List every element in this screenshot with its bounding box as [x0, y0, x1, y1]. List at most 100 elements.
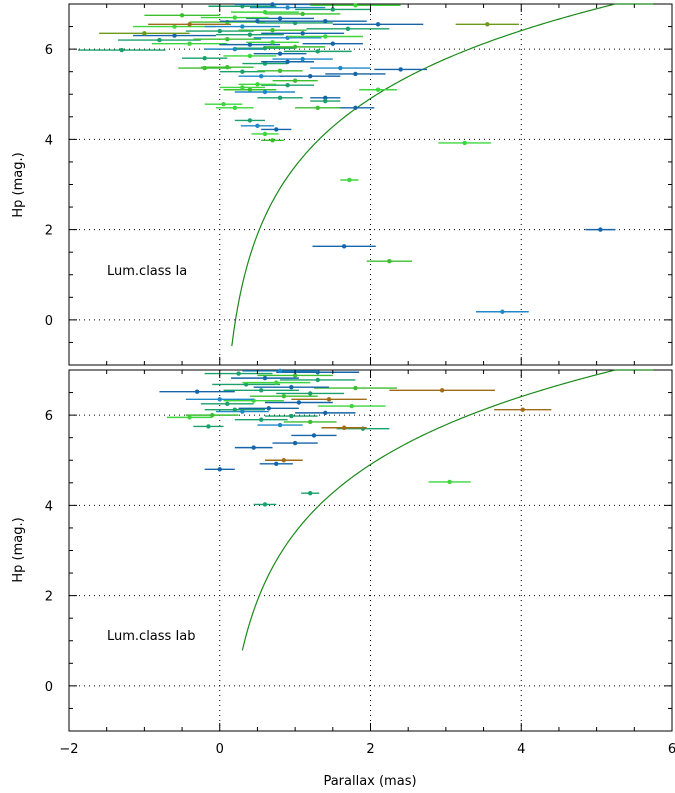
point-marker: [240, 69, 245, 74]
data-point: [219, 69, 265, 74]
panel-upper: Lum.class Ia Hp (mag.) 0 2 4 6: [11, 2, 673, 366]
point-marker: [274, 127, 279, 132]
data-point: [312, 244, 376, 249]
data-point: [185, 28, 254, 34]
point-marker: [259, 388, 264, 393]
grid-lines: [69, 370, 672, 731]
data-point: [438, 140, 492, 146]
data-point: [200, 15, 269, 20]
data-point: [166, 415, 213, 420]
point-marker: [353, 3, 358, 8]
point-marker: [221, 101, 226, 107]
point-marker: [462, 140, 467, 146]
data-point: [234, 417, 288, 422]
point-marker: [341, 425, 347, 430]
point-marker: [439, 388, 445, 393]
point-marker: [308, 74, 313, 79]
point-marker: [243, 382, 249, 387]
point-marker: [296, 400, 302, 405]
data-point: [215, 105, 254, 110]
data-point: [310, 98, 341, 104]
point-marker: [259, 74, 264, 79]
point-marker: [308, 391, 313, 396]
data-point: [238, 406, 299, 411]
data-point: [234, 89, 296, 95]
y-tick-label: 2: [45, 590, 53, 605]
y-tick-label: 6: [45, 43, 53, 58]
data-point: [366, 259, 412, 264]
point-marker: [240, 409, 245, 414]
data-point: [133, 33, 216, 38]
point-marker: [277, 51, 283, 56]
data-point: [291, 397, 367, 402]
data-point: [238, 82, 277, 87]
data-point: [306, 26, 390, 32]
data-point: [283, 419, 337, 425]
point-marker: [398, 67, 403, 72]
data-point: [264, 458, 303, 463]
point-marker: [179, 13, 185, 18]
x-tick-label: 4: [517, 742, 525, 757]
y-tick-label: 2: [45, 224, 53, 239]
data-point: [223, 53, 277, 59]
point-marker: [277, 368, 283, 374]
data-point: [428, 479, 471, 485]
point-marker: [277, 95, 283, 101]
point-marker: [326, 397, 332, 402]
point-marker: [338, 65, 343, 71]
data-point: [257, 422, 303, 428]
data-point: [253, 51, 307, 56]
point-marker: [240, 24, 245, 29]
point-marker: [187, 22, 192, 27]
data-point: [261, 31, 345, 36]
point-marker: [323, 410, 328, 416]
data-point: [261, 83, 314, 88]
point-marker: [262, 131, 268, 137]
point-marker: [262, 61, 268, 66]
data-point: [238, 74, 284, 79]
panel-label: Lum.class Iab: [107, 629, 196, 644]
data-point: [494, 407, 552, 412]
point-marker: [217, 467, 222, 472]
point-marker: [300, 31, 305, 36]
point-marker: [262, 9, 268, 15]
data-point: [272, 56, 333, 62]
data-point: [340, 177, 359, 183]
point-marker: [247, 87, 253, 92]
point-marker: [387, 259, 392, 264]
data-point: [133, 24, 216, 29]
data-point: [332, 22, 424, 27]
data-point: [182, 55, 228, 61]
point-marker: [232, 105, 238, 110]
point-marker: [308, 419, 313, 425]
x-tick-label: 6: [668, 742, 675, 757]
point-marker: [598, 227, 603, 232]
data-point: [313, 385, 397, 391]
point-marker: [247, 53, 253, 59]
data-point: [389, 388, 495, 393]
data-point: [242, 368, 318, 374]
data-point: [261, 127, 292, 132]
curve-layer: [231, 3, 654, 347]
data-point: [261, 59, 314, 64]
data-point: [148, 22, 232, 27]
data-point: [204, 24, 281, 29]
point-marker: [292, 44, 298, 50]
data-point: [246, 16, 314, 21]
data-point: [317, 403, 386, 409]
data-point: [185, 412, 239, 418]
point-marker: [308, 490, 313, 496]
x-tick-label: −2: [59, 742, 78, 757]
point-marker: [330, 7, 336, 12]
data-point: [223, 87, 277, 92]
data-point: [272, 78, 318, 83]
point-marker: [247, 42, 253, 47]
y-tick-label: 0: [45, 680, 53, 695]
data-point: [283, 18, 367, 24]
data-point: [117, 37, 201, 43]
point-marker: [236, 371, 241, 376]
point-marker: [292, 20, 298, 26]
data-point: [295, 7, 371, 12]
point-marker: [289, 384, 294, 390]
point-marker: [281, 393, 287, 399]
